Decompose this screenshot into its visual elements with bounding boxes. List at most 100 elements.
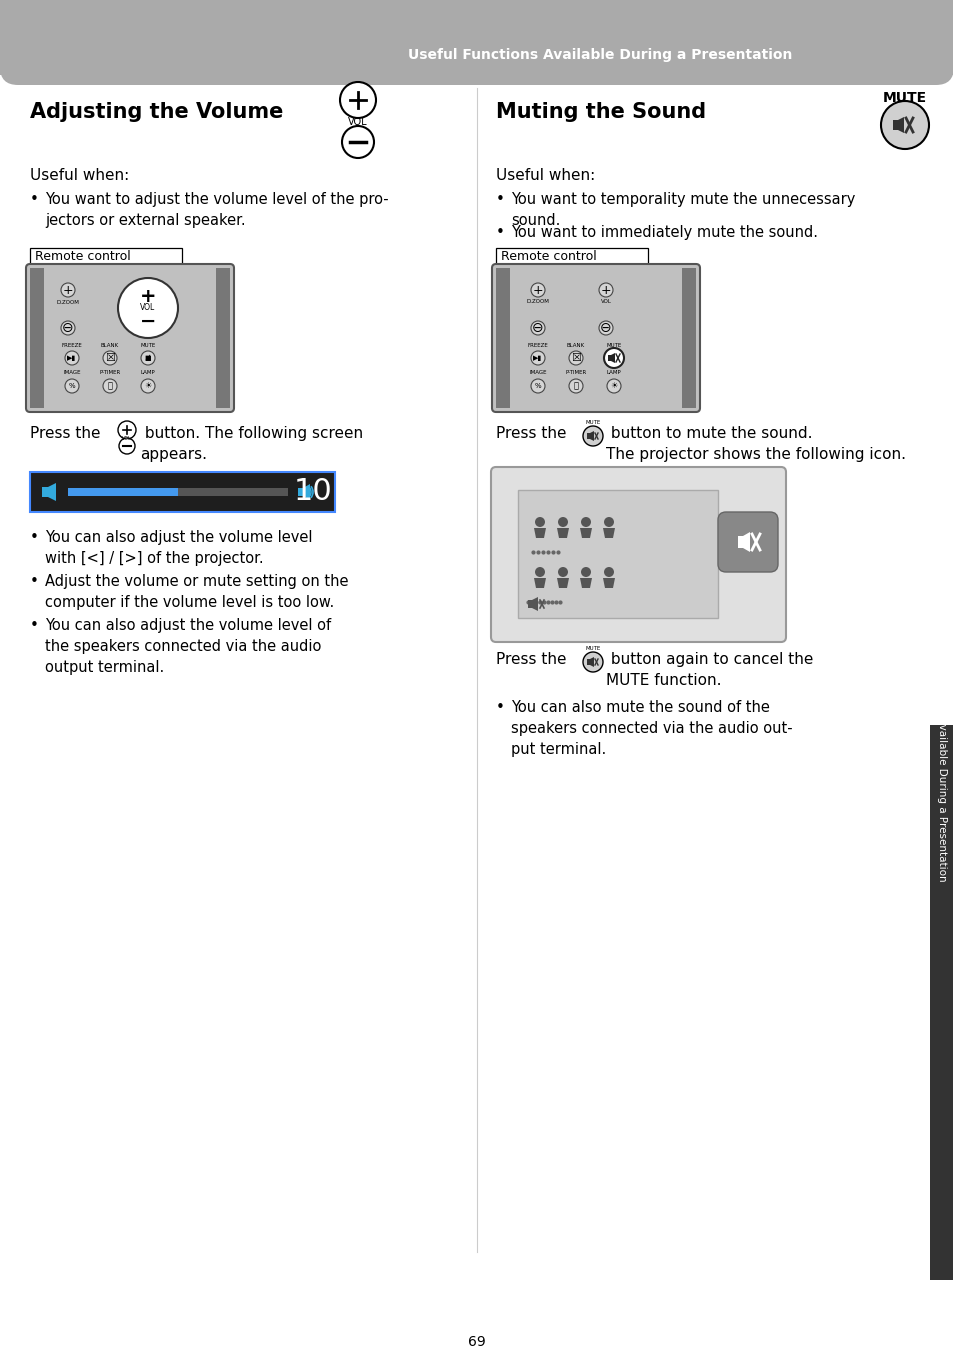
Text: VOL: VOL bbox=[122, 435, 132, 441]
Text: MUTE: MUTE bbox=[882, 91, 926, 105]
FancyBboxPatch shape bbox=[491, 466, 785, 642]
Circle shape bbox=[598, 320, 613, 335]
Text: P-TIMER: P-TIMER bbox=[565, 370, 586, 375]
Bar bbox=[496, 247, 647, 266]
Polygon shape bbox=[892, 120, 897, 130]
Circle shape bbox=[531, 320, 544, 335]
Text: −: − bbox=[140, 311, 156, 330]
Polygon shape bbox=[738, 535, 742, 548]
Text: button again to cancel the
MUTE function.: button again to cancel the MUTE function… bbox=[605, 652, 813, 688]
Polygon shape bbox=[602, 529, 615, 538]
Circle shape bbox=[103, 379, 117, 393]
Text: •: • bbox=[30, 618, 39, 633]
Text: ⊖: ⊖ bbox=[532, 320, 543, 335]
Polygon shape bbox=[534, 579, 545, 588]
Polygon shape bbox=[42, 487, 48, 498]
Circle shape bbox=[341, 126, 374, 158]
Polygon shape bbox=[742, 531, 749, 552]
Text: ▶▮: ▶▮ bbox=[68, 356, 76, 361]
Circle shape bbox=[531, 283, 544, 297]
Text: ☀: ☀ bbox=[144, 381, 152, 391]
Text: Adjust the volume or mute setting on the
computer if the volume level is too low: Adjust the volume or mute setting on the… bbox=[45, 575, 348, 610]
Polygon shape bbox=[602, 579, 615, 588]
Bar bbox=[0, 0, 953, 41]
Text: You can also mute the sound of the
speakers connected via the audio out-
put ter: You can also mute the sound of the speak… bbox=[511, 700, 792, 757]
Text: +: + bbox=[63, 284, 73, 296]
Text: Remote control: Remote control bbox=[500, 250, 597, 264]
Text: FREEZE: FREEZE bbox=[527, 343, 548, 347]
Text: VOL: VOL bbox=[140, 303, 155, 312]
Text: IMAGE: IMAGE bbox=[63, 370, 81, 375]
Bar bbox=[0, 0, 953, 74]
Text: ☀: ☀ bbox=[610, 381, 618, 391]
Circle shape bbox=[65, 352, 79, 365]
Text: Press the: Press the bbox=[496, 652, 566, 667]
Text: FREEZE: FREEZE bbox=[62, 343, 82, 347]
Circle shape bbox=[568, 379, 582, 393]
Text: •: • bbox=[496, 700, 504, 715]
Text: MUTE: MUTE bbox=[140, 343, 155, 347]
Circle shape bbox=[65, 379, 79, 393]
Text: Remote control: Remote control bbox=[35, 250, 131, 264]
Circle shape bbox=[118, 279, 178, 338]
Polygon shape bbox=[48, 483, 56, 502]
Text: BLANK: BLANK bbox=[566, 343, 584, 347]
Text: Press the: Press the bbox=[496, 426, 566, 441]
Bar bbox=[681, 268, 696, 408]
Circle shape bbox=[61, 320, 75, 335]
Polygon shape bbox=[557, 579, 568, 588]
Circle shape bbox=[339, 82, 375, 118]
Circle shape bbox=[603, 516, 614, 527]
Text: BLANK: BLANK bbox=[101, 343, 119, 347]
FancyBboxPatch shape bbox=[26, 264, 233, 412]
Bar bbox=[178, 488, 288, 496]
Circle shape bbox=[580, 566, 590, 577]
Polygon shape bbox=[586, 658, 589, 665]
Text: ⏻: ⏻ bbox=[573, 381, 578, 391]
Text: Useful Functions Available During a Presentation: Useful Functions Available During a Pres… bbox=[407, 49, 791, 62]
Circle shape bbox=[582, 652, 602, 672]
Text: ☒: ☒ bbox=[571, 353, 580, 362]
Polygon shape bbox=[579, 529, 592, 538]
Bar bbox=[215, 268, 230, 408]
Text: 69: 69 bbox=[468, 1334, 485, 1349]
Text: You want to immediately mute the sound.: You want to immediately mute the sound. bbox=[511, 224, 817, 241]
Circle shape bbox=[531, 352, 544, 365]
Polygon shape bbox=[534, 529, 545, 538]
FancyBboxPatch shape bbox=[0, 0, 953, 85]
Text: MUTE: MUTE bbox=[606, 343, 621, 347]
Text: •: • bbox=[30, 575, 39, 589]
Circle shape bbox=[580, 516, 590, 527]
Polygon shape bbox=[589, 657, 594, 667]
Bar bbox=[68, 488, 178, 496]
Polygon shape bbox=[532, 598, 537, 611]
Text: MUTE: MUTE bbox=[585, 645, 600, 650]
FancyBboxPatch shape bbox=[718, 512, 778, 572]
Bar bbox=[929, 725, 953, 1280]
Bar bbox=[517, 489, 718, 618]
Circle shape bbox=[61, 283, 75, 297]
Text: MUTE: MUTE bbox=[585, 419, 600, 425]
Text: +: + bbox=[600, 284, 611, 296]
Text: Press the: Press the bbox=[30, 426, 100, 441]
Text: •: • bbox=[496, 192, 504, 207]
Text: You want to adjust the volume level of the pro-
jectors or external speaker.: You want to adjust the volume level of t… bbox=[45, 192, 388, 228]
Text: •: • bbox=[496, 224, 504, 241]
Bar bbox=[0, 0, 953, 74]
Polygon shape bbox=[297, 488, 303, 496]
Polygon shape bbox=[557, 529, 568, 538]
Text: You want to temporality mute the unnecessary
sound.: You want to temporality mute the unneces… bbox=[511, 192, 855, 228]
Circle shape bbox=[103, 352, 117, 365]
Text: LAMP: LAMP bbox=[140, 370, 155, 375]
Text: You can also adjust the volume level of
the speakers connected via the audio
out: You can also adjust the volume level of … bbox=[45, 618, 331, 675]
Circle shape bbox=[568, 352, 582, 365]
Text: Useful Functions Available During a Presentation: Useful Functions Available During a Pres… bbox=[936, 629, 946, 882]
Text: VOL: VOL bbox=[348, 118, 368, 127]
Bar bbox=[496, 268, 510, 408]
Circle shape bbox=[535, 516, 544, 527]
Text: button. The following screen
appears.: button. The following screen appears. bbox=[140, 426, 363, 462]
Text: •: • bbox=[30, 192, 39, 207]
Polygon shape bbox=[897, 118, 903, 132]
Text: Adjusting the Volume: Adjusting the Volume bbox=[30, 101, 283, 122]
Circle shape bbox=[603, 566, 614, 577]
